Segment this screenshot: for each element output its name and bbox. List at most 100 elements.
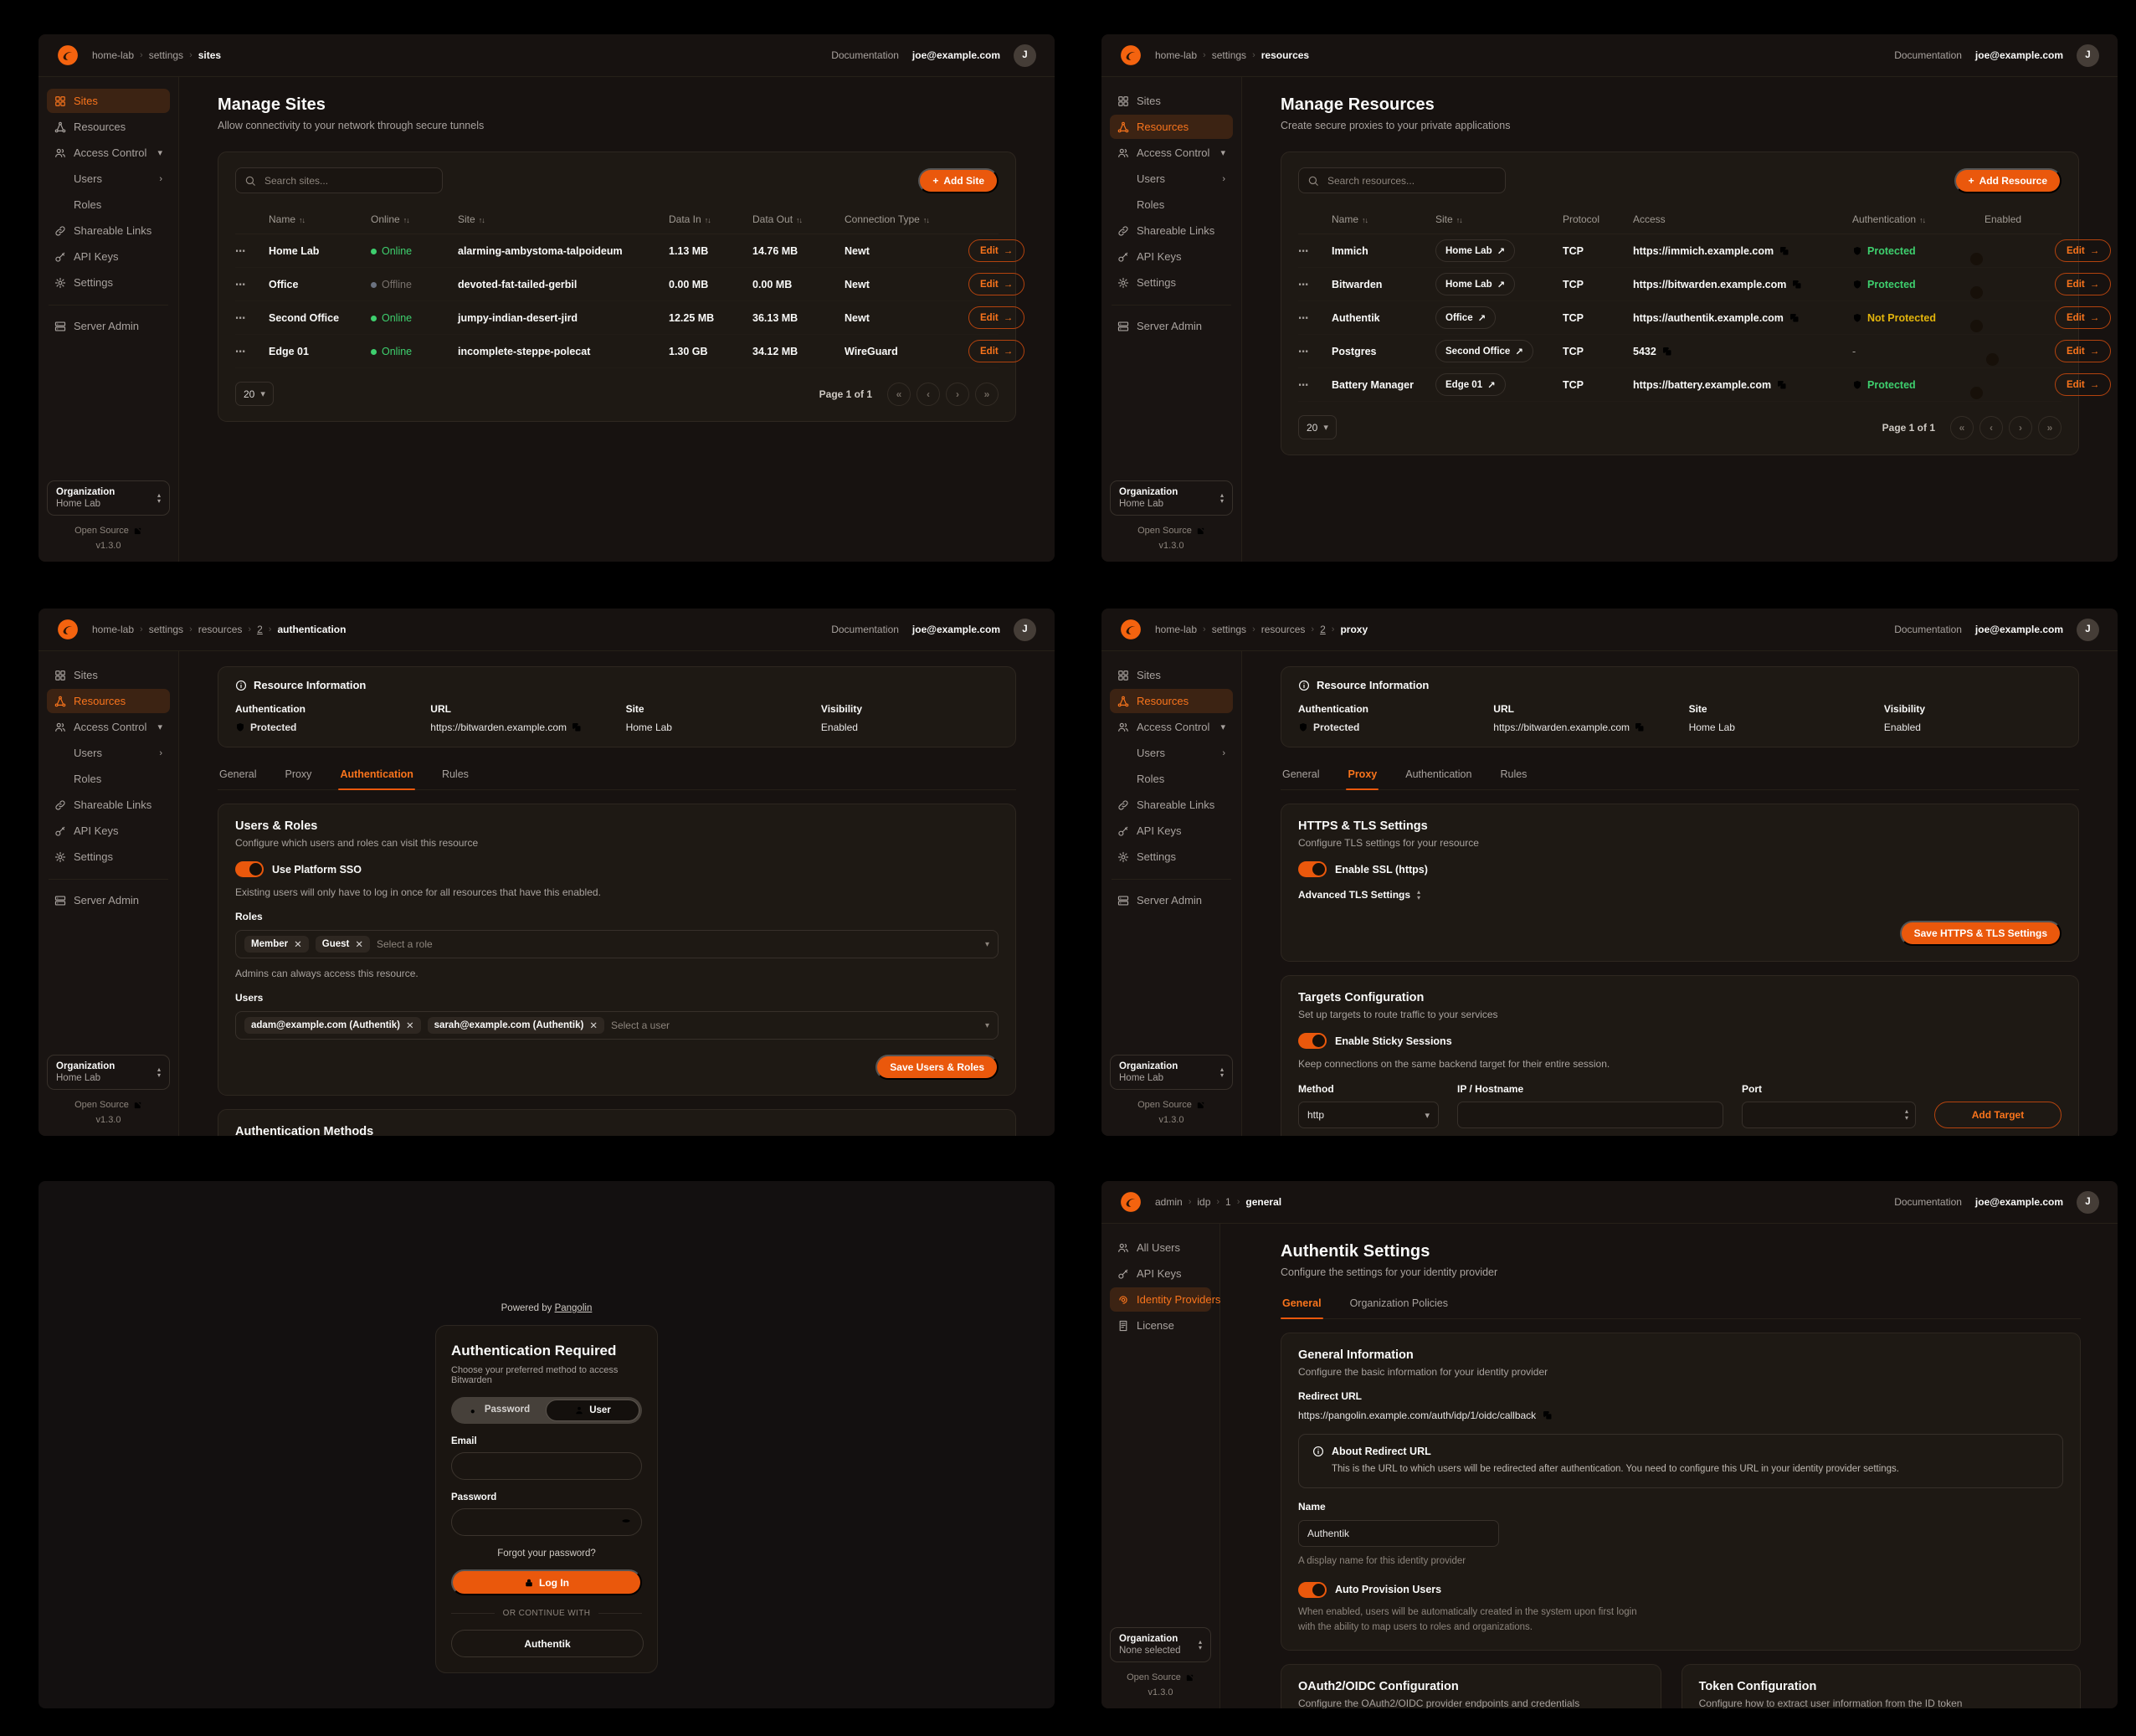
page-size-select[interactable]: 20 ▾ <box>235 382 274 406</box>
row-menu-button[interactable]: ⋯ <box>1298 245 1310 257</box>
tab-rules[interactable]: Rules <box>1500 768 1528 780</box>
sidebar-item-server-admin[interactable]: Server Admin <box>1110 888 1233 912</box>
sidebar-item-users[interactable]: Users › <box>1137 172 1225 185</box>
sidebar-item-access-control[interactable]: Access Control ▾ <box>1110 715 1233 739</box>
tab-proxy[interactable]: Proxy <box>285 768 312 780</box>
tab-authentication[interactable]: Authentication <box>338 761 415 790</box>
sidebar-item-users[interactable]: Users › <box>74 172 162 185</box>
edit-button[interactable]: Edit → <box>2055 306 2112 329</box>
organization-selector[interactable]: Organization Home Lab ▴ ▾ <box>1110 480 1233 516</box>
breadcrumb-item[interactable]: 2 <box>1320 624 1326 635</box>
row-menu-button[interactable]: ⋯ <box>235 245 247 257</box>
tab-general[interactable]: General <box>219 768 257 780</box>
row-menu-button[interactable]: ⋯ <box>235 279 247 290</box>
sidebar-item-shareable-links[interactable]: Shareable Links <box>1110 218 1233 243</box>
user-email[interactable]: joe@example.com <box>1974 1196 2063 1208</box>
site-link[interactable]: Edge 01 ↗ <box>1435 373 1506 396</box>
row-menu-button[interactable]: ⋯ <box>1298 346 1310 357</box>
sidebar-item-users[interactable]: Users › <box>1137 747 1225 759</box>
avatar[interactable]: J <box>2077 44 2099 67</box>
breadcrumb-item[interactable]: resources <box>1261 624 1306 635</box>
sidebar-item-api-keys[interactable]: API Keys <box>47 819 170 843</box>
column-name[interactable]: Name ↑↓ <box>1332 213 1368 225</box>
prev-page-button[interactable]: ‹ <box>1979 415 2003 439</box>
user-email[interactable]: joe@example.com <box>1974 624 2063 635</box>
sidebar-item-sites[interactable]: Sites <box>1110 663 1233 687</box>
documentation-link[interactable]: Documentation <box>1894 49 1962 61</box>
port-input[interactable] <box>1742 1102 1916 1129</box>
user-email[interactable]: joe@example.com <box>911 49 1000 61</box>
log-in-button[interactable]: Log In <box>451 1569 642 1595</box>
row-menu-button[interactable]: ⋯ <box>1298 312 1310 324</box>
organization-selector[interactable]: Organization Home Lab ▴ ▾ <box>47 1055 170 1090</box>
documentation-link[interactable]: Documentation <box>831 49 899 61</box>
sidebar-item-access-control[interactable]: Access Control ▾ <box>47 715 170 739</box>
sidebar-item-roles[interactable]: Roles <box>74 773 102 785</box>
documentation-link[interactable]: Documentation <box>1894 624 1962 635</box>
search-resources-input[interactable] <box>1298 167 1506 193</box>
edit-button[interactable]: Edit → <box>2055 273 2112 295</box>
sidebar-item-server-admin[interactable]: Server Admin <box>47 888 170 912</box>
save-tls-button[interactable]: Save HTTPS & TLS Settings <box>1899 921 2062 947</box>
copy-icon[interactable] <box>1789 313 1800 323</box>
column-name[interactable]: Name ↑↓ <box>269 213 306 225</box>
column-site[interactable]: Site ↑↓ <box>458 213 485 225</box>
breadcrumb-item[interactable]: 2 <box>257 624 263 635</box>
tab-general[interactable]: General <box>1281 1290 1323 1319</box>
sidebar-item-settings[interactable]: Settings <box>1110 845 1233 869</box>
tab-authentication[interactable]: Authentication <box>1405 768 1472 780</box>
sidebar-item-settings[interactable]: Settings <box>47 845 170 869</box>
remove-chip-icon[interactable]: ✕ <box>589 1021 598 1031</box>
open-source-link[interactable]: Open Source <box>1110 1672 1211 1682</box>
pangolin-link[interactable]: Pangolin <box>554 1303 593 1313</box>
forgot-password-link[interactable]: Forgot your password? <box>497 1549 596 1559</box>
sidebar-item-roles[interactable]: Roles <box>1137 773 1165 785</box>
remove-chip-icon[interactable]: ✕ <box>406 1021 414 1031</box>
sidebar-item-resources[interactable]: Resources <box>47 689 170 713</box>
show-password-icon[interactable] <box>621 1516 631 1528</box>
sidebar-item-access-control[interactable]: Access Control ▾ <box>1110 141 1233 165</box>
sidebar-item-resources[interactable]: Resources <box>47 115 170 139</box>
edit-button[interactable]: Edit → <box>968 239 1025 262</box>
row-menu-button[interactable]: ⋯ <box>1298 379 1310 391</box>
user-email[interactable]: joe@example.com <box>1974 49 2063 61</box>
tab-password[interactable]: Password <box>454 1400 546 1420</box>
remove-chip-icon[interactable]: ✕ <box>355 940 363 950</box>
sidebar-item-api-keys[interactable]: API Keys <box>47 244 170 269</box>
prev-page-button[interactable]: ‹ <box>917 382 940 406</box>
site-link[interactable]: Home Lab ↗ <box>1435 239 1516 262</box>
sidebar-item-roles[interactable]: Roles <box>74 198 102 211</box>
copy-icon[interactable] <box>1662 347 1672 357</box>
add-resource-button[interactable]: + Add Resource <box>1954 167 2062 193</box>
method-select[interactable]: http ▾ <box>1298 1102 1439 1129</box>
site-link[interactable]: Home Lab ↗ <box>1435 273 1516 295</box>
users-multiselect[interactable]: adam@example.com (Authentik) ✕ sarah@exam… <box>235 1011 999 1040</box>
auto-provision-toggle[interactable] <box>1298 1581 1327 1598</box>
advanced-tls-expander[interactable]: Advanced TLS Settings ▴ ▾ <box>1298 888 1421 902</box>
breadcrumb-item[interactable]: resources <box>198 624 243 635</box>
enable-ssl-toggle[interactable] <box>1298 861 1327 877</box>
organization-selector[interactable]: Organization None selected ▴ ▾ <box>1110 1627 1211 1662</box>
sidebar-item-sites[interactable]: Sites <box>47 89 170 113</box>
row-menu-button[interactable]: ⋯ <box>235 312 247 324</box>
user-email[interactable]: joe@example.com <box>911 624 1000 635</box>
sticky-sessions-toggle[interactable] <box>1298 1033 1327 1050</box>
sidebar-item-server-admin[interactable]: Server Admin <box>47 314 170 338</box>
breadcrumb-item[interactable]: home-lab <box>92 624 135 635</box>
breadcrumb-item[interactable]: idp <box>1197 1196 1211 1208</box>
sidebar-item-shareable-links[interactable]: Shareable Links <box>1110 793 1233 817</box>
idp-name-input[interactable] <box>1298 1520 1499 1548</box>
last-page-button[interactable]: » <box>2038 415 2062 439</box>
sidebar-item-users[interactable]: Users › <box>74 747 162 759</box>
avatar[interactable]: J <box>1014 618 1036 641</box>
sidebar-item-api-keys[interactable]: API Keys <box>1110 244 1233 269</box>
add-site-button[interactable]: + Add Site <box>918 167 999 193</box>
sidebar-item-license[interactable]: License <box>1110 1313 1211 1338</box>
site-link[interactable]: Office ↗ <box>1435 306 1497 329</box>
sidebar-item-resources[interactable]: Resources <box>1110 689 1233 713</box>
sidebar-item-shareable-links[interactable]: Shareable Links <box>47 218 170 243</box>
breadcrumb-item[interactable]: settings <box>1211 624 1247 635</box>
tab-user[interactable]: User <box>546 1400 639 1421</box>
password-field[interactable] <box>451 1508 642 1536</box>
edit-button[interactable]: Edit → <box>2055 239 2112 262</box>
